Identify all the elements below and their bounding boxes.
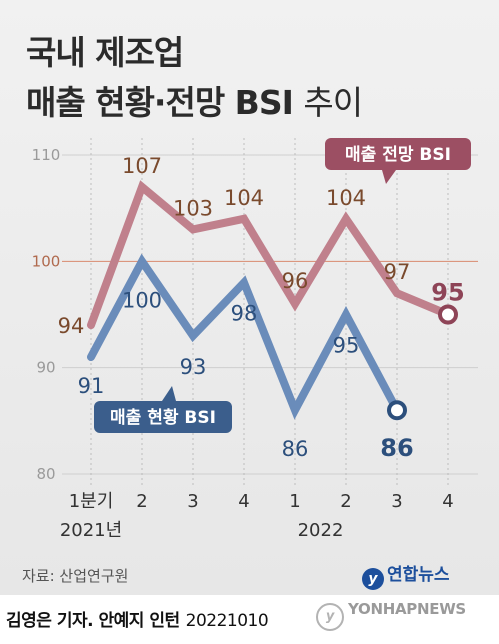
yonhap-globe-icon: y: [362, 568, 384, 590]
title-text-light: 추이: [303, 83, 363, 122]
yonhap-logo-text: 연합뉴스: [387, 565, 450, 585]
legend-label-current: 매출 현황 BSI: [110, 408, 216, 428]
series-line-0: [87, 180, 452, 330]
title-line-2: 매출 현황·전망 BSI 추이: [26, 76, 363, 124]
year-label-2022: 2022: [298, 520, 344, 541]
series-1-end-marker: [387, 400, 407, 421]
title-line-1: 국내 제조업: [26, 26, 184, 74]
title-text-bold: 매출 현황·전망 BSI: [26, 83, 294, 122]
x-tick-label: 3: [187, 491, 198, 512]
data-label-s0-3: 104: [224, 186, 264, 210]
credit-date: 20221010: [185, 611, 269, 631]
x-tick-label: 1분기: [69, 491, 114, 512]
footer-bar: [0, 595, 499, 644]
credit-line: 김영은 기자. 안예지 인턴 20221010: [6, 606, 269, 631]
data-label-s1-6: 86: [380, 434, 413, 462]
credit-name: 김영은 기자. 안예지 인턴: [6, 611, 180, 631]
data-label-s0-0: 94: [58, 314, 85, 338]
legend-box-current: [94, 401, 232, 433]
data-label-s1-0: 91: [78, 374, 105, 398]
data-label-s1-2: 93: [180, 355, 207, 379]
y-tick-label: 80: [36, 465, 55, 483]
yonhap-globe-icon-gray: y: [316, 603, 344, 631]
legend-label-outlook: 매출 전망 BSI: [345, 145, 451, 165]
series-0-end-marker: [438, 304, 458, 325]
y-tick-label: 110: [32, 146, 61, 164]
data-label-s1-5: 95: [333, 334, 360, 358]
data-label-s0-1: 107: [122, 154, 162, 178]
source-note: 자료: 산업연구원: [22, 567, 129, 585]
data-label-s0-2: 103: [173, 196, 213, 220]
series-line-1: [87, 253, 401, 420]
bsi-line-chart: 80 90 100 110 1분기 2 3 4 1 2 3 4 2021년 2022 94 107 103 104…: [32, 138, 478, 541]
y-tick-label: 90: [36, 359, 55, 377]
legend-box-outlook: [325, 138, 471, 170]
x-tick-label: 4: [442, 491, 453, 512]
y-tick-label: 100: [32, 252, 61, 270]
x-tick-label: 4: [238, 491, 249, 512]
yonhap-logo-english: y YONHAPNEWS: [316, 600, 466, 631]
legend-pointer-outlook: [382, 170, 396, 184]
data-label-s1-3: 98: [231, 302, 258, 326]
x-tick-label: 2: [340, 491, 351, 512]
data-label-s0-7: 95: [431, 279, 464, 307]
x-tick-label: 2: [136, 491, 147, 512]
data-label-s0-4: 96: [282, 269, 309, 293]
yonhap-logo-en-text: YONHAPNEWS: [348, 600, 466, 618]
x-tick-label: 1: [289, 491, 300, 512]
data-label-s0-6: 97: [384, 260, 411, 284]
yonhap-logo-korean: y 연합뉴스: [362, 560, 450, 590]
data-label-s0-5: 104: [326, 186, 366, 210]
data-label-s1-1: 100: [122, 288, 162, 312]
x-tick-label: 3: [391, 491, 402, 512]
year-label-2021: 2021년: [60, 520, 122, 541]
title-text-1: 국내 제조업: [26, 33, 184, 72]
legend-pointer-current: [162, 386, 176, 401]
data-label-s1-4: 86: [282, 437, 309, 461]
